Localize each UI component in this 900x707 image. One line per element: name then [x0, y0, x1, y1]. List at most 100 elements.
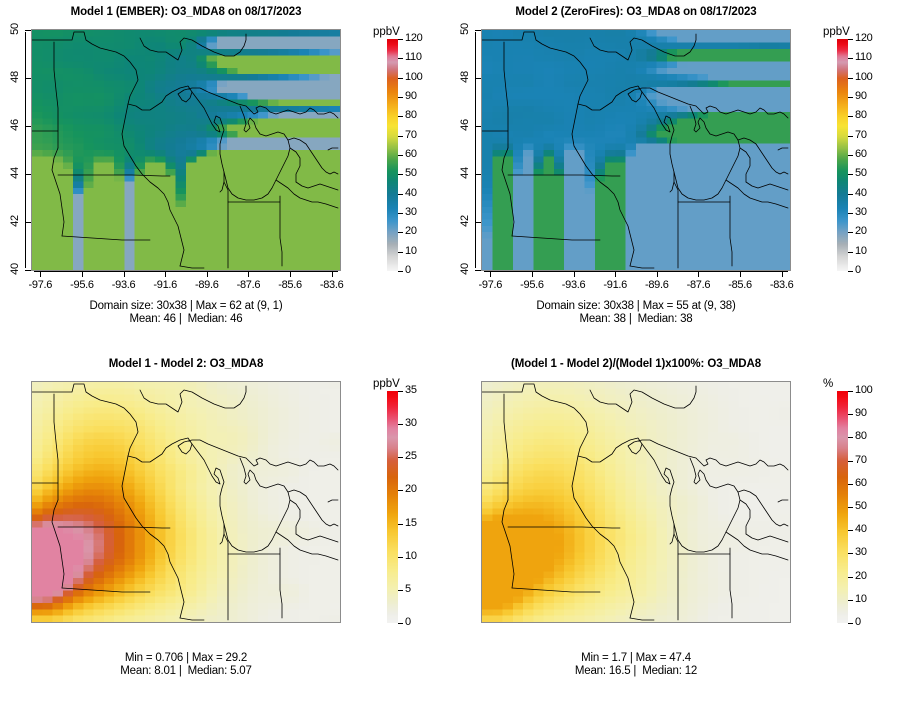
- map-outline-13: [275, 179, 339, 209]
- map-outline-13: [725, 531, 789, 561]
- y-tick-mark: [25, 222, 31, 223]
- colorbar-tick-mark: [398, 623, 403, 624]
- colorbar-tick-mark: [398, 213, 403, 214]
- panel-model2-heatmap: [482, 30, 790, 270]
- x-tick-label: -93.6: [111, 279, 136, 291]
- map-outline-7: [501, 147, 515, 237]
- colorbar-tick-label: 25: [405, 450, 417, 463]
- y-tick-mark: [25, 126, 31, 127]
- colorbar-tick-label: 120: [405, 32, 423, 44]
- map-outline-19: [739, 499, 751, 535]
- x-tick-label: -89.6: [645, 279, 669, 291]
- colorbar-tick-label: 70: [855, 453, 867, 466]
- colorbar-tick-mark: [398, 155, 403, 156]
- x-tick-label: -91.6: [153, 279, 177, 291]
- map-outline-8: [121, 455, 185, 619]
- x-tick-mark: [573, 271, 575, 277]
- panel-difference-caption-line1: Min = 0.706 | Max = 29.2: [124, 652, 248, 664]
- map-outline-1: [127, 437, 339, 471]
- x-tick-mark: [331, 271, 333, 277]
- colorbar-tick-label: 50: [855, 500, 867, 512]
- map-outline-18: [327, 147, 339, 151]
- colorbar-tick-mark: [398, 271, 403, 272]
- map-outline-3: [53, 41, 59, 149]
- x-tick-label: -95.6: [520, 279, 544, 291]
- colorbar-tick-label: 20: [855, 225, 867, 238]
- map-outline-8: [571, 103, 635, 267]
- x-tick-label: -91.6: [603, 279, 627, 291]
- x-tick-mark: [81, 271, 83, 277]
- colorbar-tick-mark: [848, 507, 853, 508]
- colorbar-tick-mark: [848, 414, 853, 416]
- colorbar-tick-label: 80: [855, 109, 867, 122]
- map-outline-14: [673, 533, 679, 621]
- map-outline-17: [629, 617, 655, 621]
- colorbar-tick-label: 110: [855, 51, 872, 64]
- y-tick-label: 48: [459, 71, 471, 83]
- colorbar-tick-label: 0: [855, 264, 861, 276]
- panel-model2-caption-line1: Domain size: 30x38 | Max = 55 at (9, 38): [536, 300, 736, 312]
- colorbar-tick-label: 70: [855, 128, 867, 141]
- x-tick-mark: [656, 271, 658, 277]
- colorbar-tick-label: 20: [405, 225, 417, 238]
- colorbar-tick-label: 50: [405, 167, 417, 180]
- colorbar-tick-mark: [398, 39, 403, 40]
- map-outline-15: [279, 547, 283, 619]
- colorbar-tick-label: 60: [855, 148, 867, 160]
- colorbar-tick-mark: [848, 155, 853, 156]
- panel-model2-colorbar-unit: ppbV: [823, 26, 850, 38]
- colorbar-tick-mark: [848, 623, 853, 624]
- colorbar-tick-mark: [398, 589, 403, 591]
- panel-model2-title: Model 2 (ZeroFires): O3_MDA8 on 08/17/20…: [515, 6, 757, 18]
- map-outline-3: [503, 41, 509, 149]
- colorbar-tick-label: 35: [405, 384, 417, 396]
- panel-difference-title: Model 1 - Model 2: O3_MDA8: [108, 358, 264, 370]
- colorbar-tick-mark: [848, 437, 853, 439]
- colorbar-tick-label: 20: [855, 569, 867, 582]
- x-tick-label: -87.6: [686, 279, 711, 291]
- map-outline-7: [501, 499, 515, 589]
- map-outline-0: [139, 33, 247, 61]
- y-tick-label: 46: [459, 119, 471, 131]
- map-outline-7: [51, 147, 65, 237]
- map-outline-14: [223, 533, 229, 621]
- x-tick-mark: [615, 271, 617, 277]
- panel-model1-caption-line2: Mean: 46 | Median: 46: [129, 313, 243, 325]
- colorbar-tick-label: 70: [405, 128, 417, 141]
- panel-model2-colorbar: ppbV 0 10 20 30 40 50 60 70 80 90 100 110 120: [822, 26, 892, 276]
- colorbar-tick-mark: [848, 213, 853, 214]
- colorbar-tick-mark: [398, 457, 403, 459]
- map-outline-12: [295, 533, 339, 543]
- colorbar-tick-mark: [848, 193, 853, 195]
- y-tick-label: 44: [9, 167, 21, 179]
- panel-model1-caption-line1: Domain size: 30x38 | Max = 62 at (9, 1): [89, 300, 283, 312]
- x-tick-label: -87.6: [236, 279, 261, 291]
- x-tick-mark: [290, 271, 292, 277]
- y-tick-label: 50: [459, 23, 471, 35]
- map-outline-10: [223, 457, 291, 553]
- map-outline-0: [589, 33, 697, 61]
- map-outline-2: [482, 31, 589, 105]
- colorbar-tick-mark: [398, 424, 403, 426]
- panel-difference-heatmap: [32, 382, 340, 622]
- map-outline-12: [745, 533, 789, 543]
- map-outline-1: [577, 437, 789, 471]
- y-tick-mark: [475, 78, 481, 79]
- map-outline-15: [729, 547, 733, 619]
- x-tick-label: -93.6: [561, 279, 586, 291]
- y-tick-mark: [475, 174, 481, 175]
- map-outline-15: [279, 195, 283, 267]
- y-tick-label: 44: [459, 167, 471, 179]
- map-outline-11: [737, 489, 789, 527]
- colorbar-tick-mark: [398, 391, 403, 392]
- map-outline-12: [295, 181, 339, 191]
- colorbar-tick-mark: [398, 97, 403, 98]
- map-outline-3: [503, 393, 509, 501]
- map-outline-9: [191, 91, 225, 193]
- map-outline-9: [641, 443, 675, 545]
- map-outline-17: [179, 617, 205, 621]
- map-outline-10: [673, 105, 741, 201]
- panel-percent-difference-caption-line2: Mean: 16.5 | Median: 12: [574, 665, 698, 677]
- colorbar-tick-mark: [848, 232, 853, 234]
- colorbar-tick-mark: [398, 135, 403, 137]
